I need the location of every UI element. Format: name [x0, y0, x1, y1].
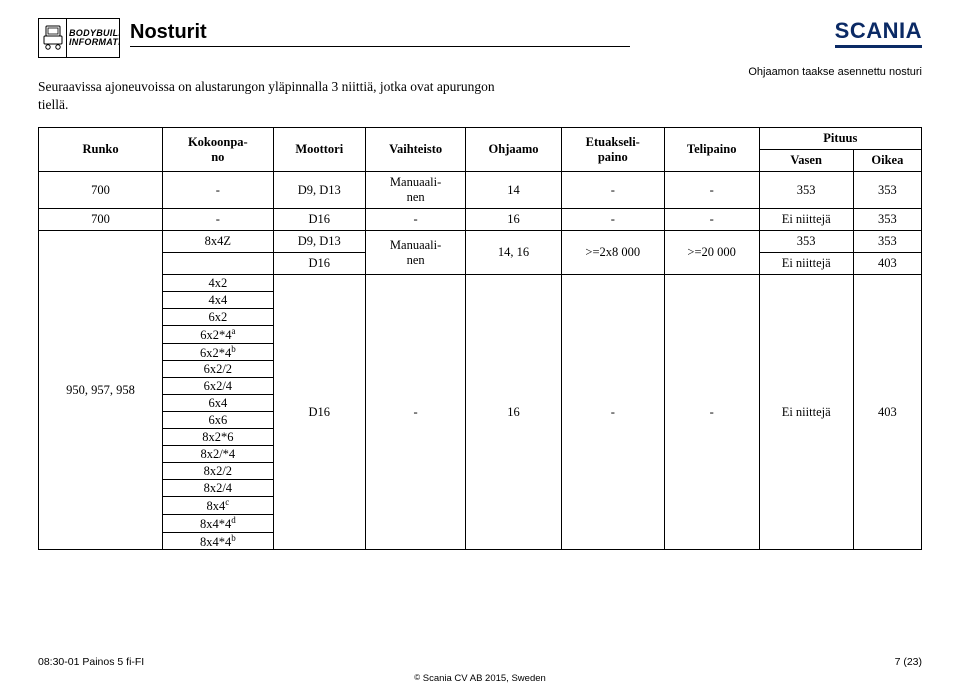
- table-cell: Ei niittejä: [759, 275, 853, 550]
- table-cell: 8x4*4b: [163, 532, 273, 550]
- table-cell: D9, D13: [273, 172, 365, 209]
- logo-text-bottom: INFORMATION: [69, 38, 120, 47]
- table-cell: 950, 957, 958: [39, 231, 163, 550]
- table-cell: 353: [759, 172, 853, 209]
- page-header: BODYBUILDING INFORMATION Nosturit SCANIA…: [38, 18, 922, 78]
- subtitle-right: Ohjaamon taakse asennettu nosturi: [748, 66, 922, 78]
- col-oikea: Oikea: [853, 150, 921, 172]
- table-cell: -: [664, 209, 759, 231]
- table-cell: -: [366, 209, 466, 231]
- col-telipaino: Telipaino: [664, 128, 759, 172]
- table-cell: Ei niittejä: [759, 209, 853, 231]
- table-cell: -: [163, 209, 273, 231]
- table-cell: Manuaali- nen: [366, 172, 466, 209]
- footer-right: 7 (23): [895, 656, 922, 668]
- table-cell: 8x4Z: [163, 231, 273, 253]
- bodybuilding-logo: BODYBUILDING INFORMATION: [38, 18, 120, 58]
- table-cell: -: [561, 172, 664, 209]
- table-cell: 8x2/4: [163, 480, 273, 497]
- table-cell: 4x4: [163, 292, 273, 309]
- table-cell: -: [561, 275, 664, 550]
- spec-table: Runko Kokoonpa- no Moottori Vaihteisto O…: [38, 127, 922, 550]
- table-cell: 16: [466, 209, 562, 231]
- table-cell: 700: [39, 172, 163, 209]
- table-cell: D9, D13: [273, 231, 365, 253]
- col-ohjaamo: Ohjaamo: [466, 128, 562, 172]
- table-cell: 8x2/*4: [163, 446, 273, 463]
- table-cell: -: [366, 275, 466, 550]
- table-cell: D16: [273, 275, 365, 550]
- col-moottori: Moottori: [273, 128, 365, 172]
- col-runko: Runko: [39, 128, 163, 172]
- table-cell: 8x4c: [163, 497, 273, 515]
- col-etuakselipaino: Etuakseli- paino: [561, 128, 664, 172]
- table-cell: 6x2*4b: [163, 343, 273, 361]
- footer-left: 08:30-01 Painos 5 fi-FI: [38, 656, 144, 668]
- table-cell: 700: [39, 209, 163, 231]
- table-cell: [163, 253, 273, 275]
- truck-icon: [39, 19, 67, 57]
- table-cell: >=2x8 000: [561, 231, 664, 275]
- table-cell: 353: [853, 231, 921, 253]
- intro-text: Seuraavissa ajoneuvoissa on alustarungon…: [38, 78, 498, 113]
- table-cell: 403: [853, 253, 921, 275]
- table-cell: Ei niittejä: [759, 253, 853, 275]
- table-cell: 353: [759, 231, 853, 253]
- table-cell: 353: [853, 172, 921, 209]
- table-cell: 6x2/2: [163, 361, 273, 378]
- table-cell: D16: [273, 209, 365, 231]
- table-cell: 8x2/2: [163, 463, 273, 480]
- col-pituus: Pituus: [759, 128, 921, 150]
- table-cell: 353: [853, 209, 921, 231]
- table-cell: 14, 16: [466, 231, 562, 275]
- page-footer: 08:30-01 Painos 5 fi-FI 7 (23): [38, 656, 922, 668]
- doc-title: Nosturit: [130, 18, 630, 44]
- table-cell: 16: [466, 275, 562, 550]
- table-cell: 6x2*4a: [163, 326, 273, 344]
- table-cell: 8x4*4d: [163, 515, 273, 533]
- table-cell: -: [664, 275, 759, 550]
- table-cell: 14: [466, 172, 562, 209]
- table-cell: 8x2*6: [163, 429, 273, 446]
- table-cell: 4x2: [163, 275, 273, 292]
- table-cell: 6x4: [163, 395, 273, 412]
- table-cell: D16: [273, 253, 365, 275]
- table-cell: 403: [853, 275, 921, 550]
- table-cell: 6x6: [163, 412, 273, 429]
- col-kokoonpano: Kokoonpa- no: [163, 128, 273, 172]
- table-cell: -: [163, 172, 273, 209]
- col-vasen: Vasen: [759, 150, 853, 172]
- table-cell: >=20 000: [664, 231, 759, 275]
- brand-logo: SCANIA: [835, 18, 922, 48]
- table-cell: 6x2/4: [163, 378, 273, 395]
- table-cell: Manuaali- nen: [366, 231, 466, 275]
- col-vaihteisto: Vaihteisto: [366, 128, 466, 172]
- table-cell: -: [561, 209, 664, 231]
- table-cell: -: [664, 172, 759, 209]
- table-cell: 6x2: [163, 309, 273, 326]
- title-divider: [130, 46, 630, 47]
- copyright: © Scania CV AB 2015, Sweden: [0, 673, 960, 684]
